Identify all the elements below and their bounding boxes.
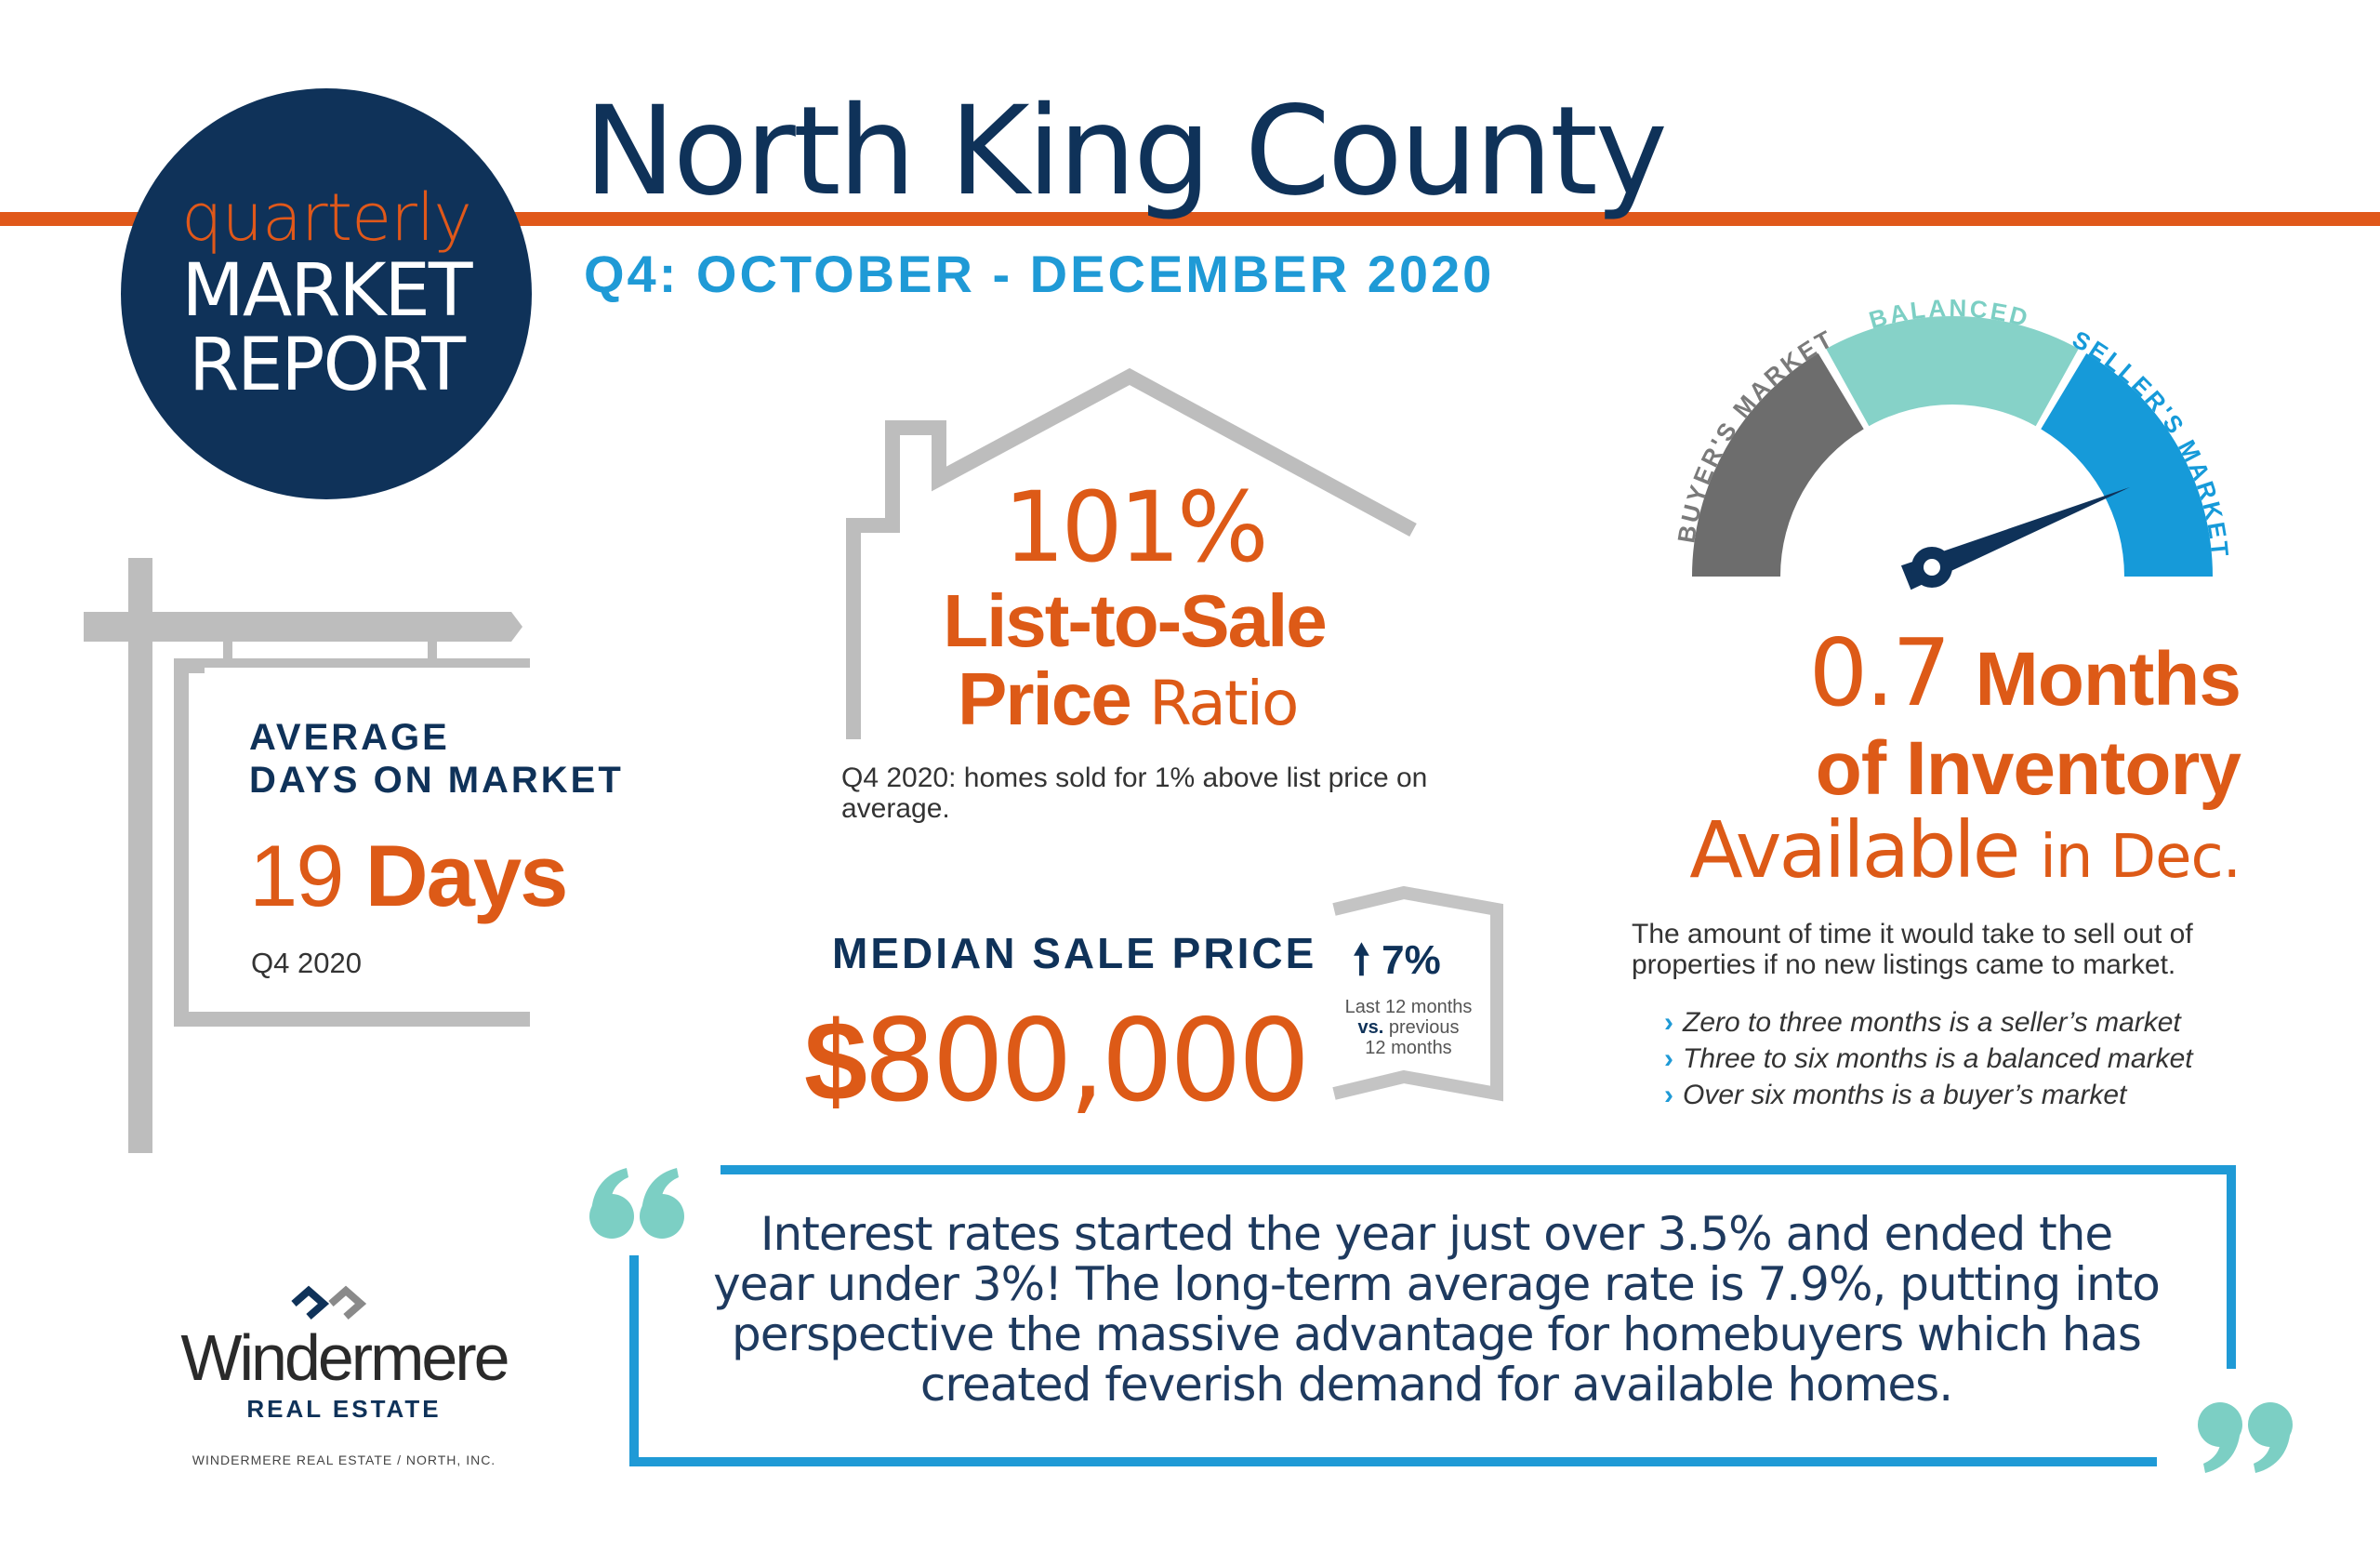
inventory-available-word: Available: [1689, 804, 2020, 895]
inventory-description: The amount of time it would take to sell…: [1632, 919, 2193, 980]
badge-market: MARKET: [181, 249, 473, 333]
change-bracket-icon: [1332, 885, 1503, 1102]
page-title: North King County: [584, 80, 1668, 223]
for-sale-sign-icon: [84, 558, 530, 1153]
list-to-sale-value: 101%: [1003, 471, 1268, 584]
price-change: 🠕 7%: [1353, 930, 1441, 1000]
price-number: 800,000: [863, 995, 1311, 1127]
open-quote-icon: [589, 1168, 684, 1239]
chevron-right-icon: ›: [1664, 1043, 1673, 1074]
gauge-sellers-segment: [2041, 352, 2213, 577]
badge-quarterly: quarterly: [181, 179, 472, 256]
gauge-balanced-segment: [1826, 316, 2079, 427]
chevron-right-icon: ›: [1664, 1007, 1673, 1038]
chevron-right-icon: ›: [1664, 1080, 1673, 1110]
page-subtitle: Q4: OCTOBER - DECEMBER 2020: [584, 245, 1495, 303]
dom-number: 19: [249, 827, 345, 924]
dom-unit: Days: [364, 827, 569, 924]
list-to-sale-note: Q4 2020: homes sold for 1% above list pr…: [841, 763, 1428, 824]
change-note-line1: Last 12 months: [1344, 997, 1473, 1017]
change-note-previous: previous: [1388, 1017, 1460, 1038]
inventory-label: of Inventory: [1815, 726, 2241, 811]
list-item: › Three to six months is a balanced marke…: [1664, 1043, 2193, 1074]
days-on-market-value: 19 Days: [249, 826, 569, 926]
arrow-up-icon: 🠕: [1353, 937, 1370, 983]
dom-label-line2: DAYS ON MARKET: [249, 760, 624, 801]
inventory-unit: Months: [1975, 637, 2241, 722]
list-to-sale-label: List-to-Sale: [943, 579, 1328, 662]
change-note-vs: vs.: [1357, 1017, 1384, 1038]
logo-name: Windermere: [180, 1321, 509, 1394]
days-on-market-period: Q4 2020: [251, 947, 362, 979]
inventory-value: 0.7 Months: [1646, 618, 2241, 727]
gauge-buyers-segment: [1692, 352, 1864, 577]
ratio-price-word: Price: [958, 657, 1132, 740]
windermere-logo-icon: [291, 1285, 366, 1320]
market-definitions: › Zero to three months is a seller’s mark…: [1664, 1004, 2193, 1113]
days-on-market-label: AVERAGE DAYS ON MARKET: [249, 716, 624, 802]
list-item: › Over six months is a buyer’s market: [1664, 1080, 2127, 1110]
house-icon: [846, 367, 1417, 739]
quarterly-report-badge: quarterly MARKET REPORT: [121, 88, 532, 499]
inventory-month: in Dec.: [2040, 823, 2241, 892]
median-sale-price-label: MEDIAN SALE PRICE: [832, 929, 1317, 977]
quote-text: Interest rates started the year just ove…: [713, 1207, 2161, 1412]
currency-symbol: $: [804, 998, 867, 1124]
median-sale-price-value: $800,000: [804, 995, 1311, 1127]
list-to-sale-label-2: Price Ratio: [958, 657, 1299, 742]
dom-label-line1: AVERAGE: [249, 717, 450, 758]
inventory-available: Available in Dec.: [1580, 804, 2241, 895]
list-item: › Zero to three months is a seller’s mark…: [1664, 1007, 2181, 1038]
logo-subtitle: REAL ESTATE: [246, 1395, 442, 1423]
change-note-line2: vs. previous: [1329, 1017, 1488, 1038]
header-divider: [0, 212, 2380, 226]
logo-footer: WINDERMERE REAL ESTATE / NORTH, INC.: [192, 1453, 496, 1467]
price-change-value: 7%: [1382, 937, 1441, 983]
market-gauge: BUYER'S MARKET BALANCED SELLER'S MARKET: [1672, 294, 2231, 590]
change-note-line3: 12 months: [1365, 1038, 1452, 1058]
close-quote-icon: [2198, 1402, 2293, 1473]
badge-report: REPORT: [188, 324, 466, 407]
price-change-note: Last 12 months vs. previous 12 months: [1329, 997, 1488, 1058]
gauge-needle: [1900, 486, 2131, 590]
quote-frame: [629, 1165, 2236, 1466]
inventory-number: 0.7: [1808, 618, 1951, 727]
ratio-word: Ratio: [1148, 668, 1299, 739]
